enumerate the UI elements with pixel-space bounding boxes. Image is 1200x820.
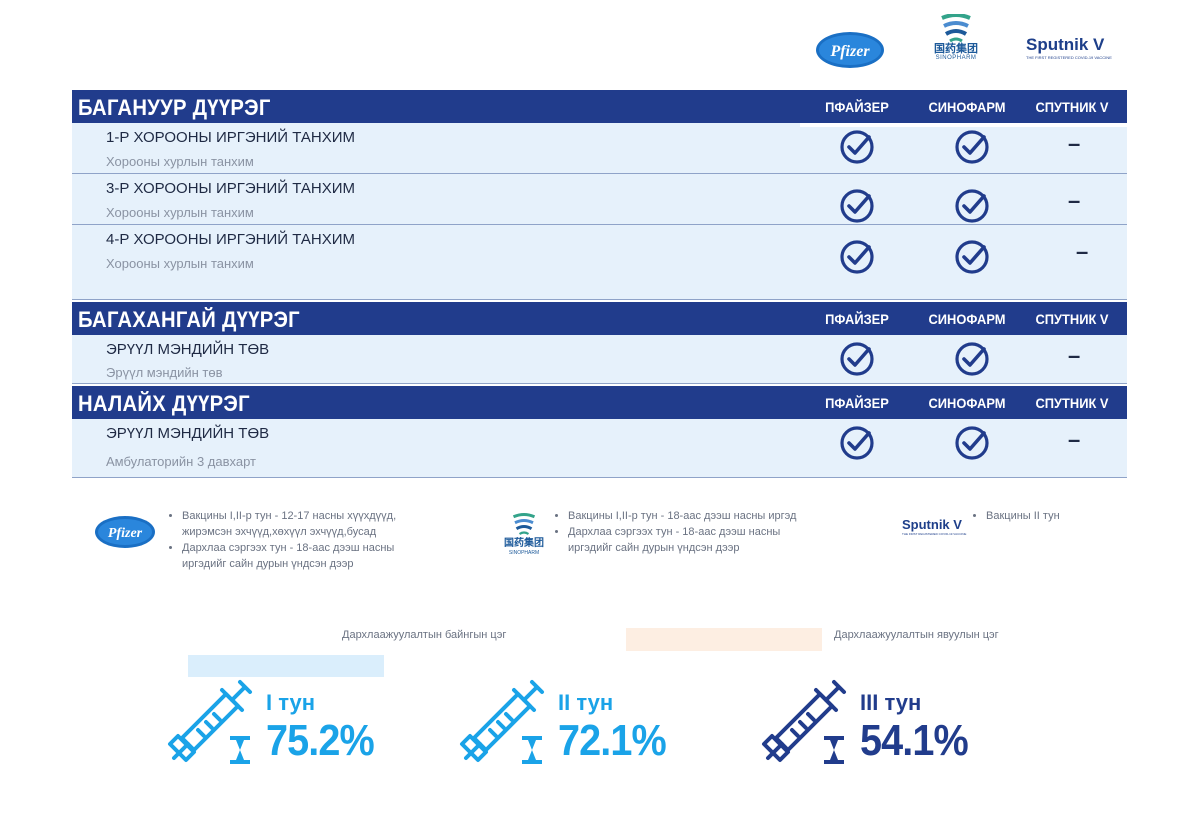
check-icon: [955, 130, 989, 164]
dose-stat-3: III тун 54.1%: [758, 672, 998, 772]
site-location: Хорооны хурлын танхим: [106, 154, 254, 169]
column-pfizer: ПФАЙЗЕР: [825, 99, 889, 115]
list-item: 1-Р ХОРООНЫ ИРГЭНИЙ ТАНХИМ Хорооны хурлы…: [72, 123, 1127, 174]
check-icon: [840, 426, 874, 460]
legend-item: Вакцины I,II-р тун - 18-аас дээш насны и…: [568, 508, 824, 524]
district-title: БАГАХАНГАЙ ДҮҮРЭГ: [78, 307, 300, 332]
sinopharm-cn-text: 国药集团: [504, 538, 544, 549]
dash-icon: –: [1068, 131, 1081, 156]
site-title: 4-Р ХОРООНЫ ИРГЭНИЙ ТАНХИМ: [106, 231, 356, 248]
dose-stat-1: I тун 75.2%: [164, 672, 404, 772]
sinopharm-mark: [512, 513, 536, 535]
sputnik-tagline: THE FIRST REGISTERED COVID-19 VACCINE: [1026, 55, 1112, 60]
dose-percent: 75.2%: [266, 716, 375, 765]
site-title: 1-Р ХОРООНЫ ИРГЭНИЙ ТАНХИМ: [106, 129, 356, 146]
site-location: Амбулаторийн 3 давхарт: [106, 454, 256, 469]
pfizer-logo-small: Pfizer: [95, 516, 155, 548]
dash-icon: –: [1076, 239, 1089, 264]
district-title: НАЛАЙХ ДҮҮРЭГ: [78, 391, 250, 416]
legend-item: Вакцины I,II-р тун - 12-17 насны хүүхдүү…: [182, 508, 428, 540]
list-item: ЭРҮҮЛ МЭНДИЙН ТӨВ Амбулаторийн 3 давхарт…: [72, 419, 1127, 478]
district-section-baganuur: БАГАНУУР ДҮҮРЭГ ПФАЙЗЕР СИНОФАРМ СПУТНИК…: [72, 90, 1127, 300]
syringe-icon: [460, 680, 544, 764]
sputnik-logo-small: Sputnik V THE FIRST REGISTERED COVID-19 …: [902, 517, 976, 537]
sputnik-tagline: THE FIRST REGISTERED COVID-19 VACCINE: [902, 532, 967, 536]
list-item: ЭРҮҮЛ МЭНДИЙН ТӨВ Эрүүл мэндийн төв –: [72, 335, 1127, 384]
sputnik-logo: Sputnik V THE FIRST REGISTERED COVID-19 …: [1026, 36, 1116, 60]
pfizer-logo: Pfizer: [816, 32, 884, 68]
check-icon: [840, 189, 874, 223]
dose-stat-2: II тун 72.1%: [456, 672, 696, 772]
sinopharm-en-text: SINOPHARM: [508, 550, 540, 556]
check-icon: [955, 189, 989, 223]
column-sputnik: СПУТНИК V: [1035, 395, 1109, 411]
section-header: БАГАНУУР ДҮҮРЭГ ПФАЙЗЕР СИНОФАРМ СПУТНИК…: [72, 90, 1127, 123]
sputnik-name: Sputnik V: [902, 517, 962, 532]
legend-sinopharm: Вакцины I,II-р тун - 18-аас дээш насны и…: [554, 508, 824, 556]
syringe-icon: [762, 680, 846, 764]
row-notch: [800, 123, 1127, 127]
check-icon: [840, 240, 874, 274]
fixed-point-swatch: [188, 655, 384, 677]
fixed-point-label: Дархлаажуулалтын байнгын цэг: [342, 629, 507, 641]
column-pfizer: ПФАЙЗЕР: [825, 395, 889, 411]
check-icon: [840, 130, 874, 164]
site-location: Хорооны хурлын танхим: [106, 256, 254, 271]
district-title: БАГАНУУР ДҮҮРЭГ: [78, 95, 271, 120]
check-icon: [955, 240, 989, 274]
sinopharm-logo: 国药集团 SINOPHARM: [926, 14, 986, 74]
section-header: БАГАХАНГАЙ ДҮҮРЭГ ПФАЙЗЕР СИНОФАРМ СПУТН…: [72, 302, 1127, 335]
district-section-nalaikh: НАЛАЙХ ДҮҮРЭГ ПФАЙЗЕР СИНОФАРМ СПУТНИК V…: [72, 386, 1127, 478]
sinopharm-mark: [941, 14, 971, 43]
site-location: Эрүүл мэндийн төв: [106, 365, 223, 380]
sinopharm-logo-small: 国药集团 SINOPHARM: [502, 512, 546, 590]
syringe-icon: [168, 680, 252, 764]
dose-label: III тун: [860, 690, 922, 715]
column-sputnik: СПУТНИК V: [1035, 99, 1109, 115]
site-title: ЭРҮҮЛ МЭНДИЙН ТӨВ: [106, 341, 270, 358]
svg-text:Pfizer: Pfizer: [108, 526, 143, 541]
legend-item: Дархлаа сэргээх тун - 18-аас дээш насны …: [568, 524, 824, 556]
column-pfizer: ПФАЙЗЕР: [825, 311, 889, 327]
mobile-point-swatch: [626, 628, 822, 651]
legend-item: Вакцины II тун: [986, 508, 1112, 524]
dose-percent: 54.1%: [860, 716, 969, 765]
sinopharm-en-text: SINOPHARM: [935, 55, 977, 61]
district-section-bagakhangai: БАГАХАНГАЙ ДҮҮРЭГ ПФАЙЗЕР СИНОФАРМ СПУТН…: [72, 302, 1127, 384]
legend-pfizer: Вакцины I,II-р тун - 12-17 насны хүүхдүү…: [168, 508, 428, 572]
check-icon: [955, 426, 989, 460]
svg-text:Pfizer: Pfizer: [829, 43, 870, 60]
list-item: 4-Р ХОРООНЫ ИРГЭНИЙ ТАНХИМ Хорооны хурлы…: [72, 225, 1127, 300]
dash-icon: –: [1068, 343, 1081, 368]
dose-percent: 72.1%: [558, 716, 667, 765]
column-sinopharm: СИНОФАРМ: [928, 311, 1006, 327]
section-header: НАЛАЙХ ДҮҮРЭГ ПФАЙЗЕР СИНОФАРМ СПУТНИК V: [72, 386, 1127, 419]
site-title: ЭРҮҮЛ МЭНДИЙН ТӨВ: [106, 425, 270, 442]
dose-label: II тун: [558, 690, 614, 715]
sinopharm-cn-text: 国药集团: [934, 43, 978, 55]
mobile-point-label: Дархлаажуулалтын явуулын цэг: [834, 629, 999, 641]
site-location: Хорооны хурлын танхим: [106, 205, 254, 220]
column-sinopharm: СИНОФАРМ: [928, 395, 1006, 411]
sputnik-name: Sputnik V: [1026, 35, 1105, 54]
dash-icon: –: [1068, 188, 1081, 213]
check-icon: [955, 342, 989, 376]
site-title: 3-Р ХОРООНЫ ИРГЭНИЙ ТАНХИМ: [106, 180, 356, 197]
column-sinopharm: СИНОФАРМ: [928, 99, 1006, 115]
legend-item: Дархлаа сэргээх тун - 18-аас дээш насны …: [182, 540, 428, 572]
dose-label: I тун: [266, 690, 316, 715]
column-sputnik: СПУТНИК V: [1035, 311, 1109, 327]
vaccine-logos: Pfizer 国药集团 SINOPHARM Sputnik V THE FIRS…: [810, 14, 1120, 74]
dash-icon: –: [1068, 427, 1081, 452]
list-item: 3-Р ХОРООНЫ ИРГЭНИЙ ТАНХИМ Хорооны хурлы…: [72, 174, 1127, 225]
legend-sputnik: Вакцины II тун: [972, 508, 1112, 524]
check-icon: [840, 342, 874, 376]
